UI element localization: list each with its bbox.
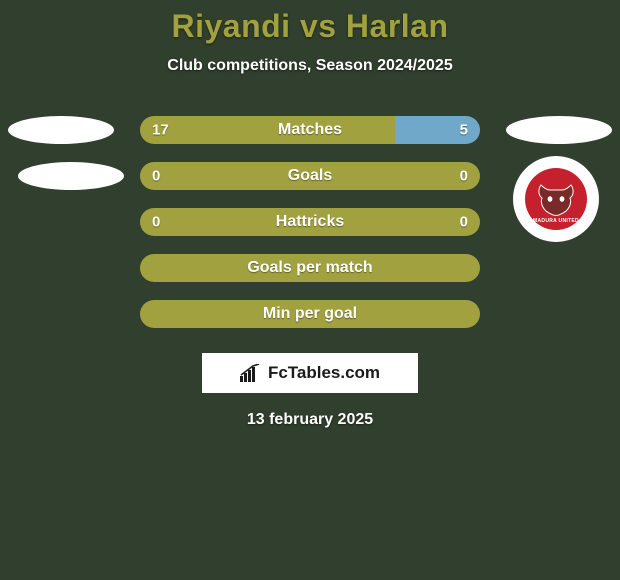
stat-bar: Matches 17 5 — [140, 116, 480, 144]
stat-label: Goals — [288, 167, 332, 185]
stat-bar: Goals per match — [140, 254, 480, 282]
stat-value-right: 0 — [460, 214, 468, 231]
stat-bar-left — [140, 116, 395, 144]
content-wrapper: Riyandi vs Harlan Club competitions, Sea… — [0, 0, 620, 429]
stat-value-right: 5 — [460, 122, 468, 139]
chart-icon — [240, 364, 262, 382]
stat-row: Matches 17 5 — [0, 107, 620, 153]
stat-label: Goals per match — [247, 259, 372, 277]
stat-bar: Min per goal — [140, 300, 480, 328]
stat-label: Matches — [278, 121, 342, 139]
page-title: Riyandi vs Harlan — [0, 8, 620, 45]
stat-label: Hattricks — [276, 213, 344, 231]
date-text: 13 february 2025 — [0, 411, 620, 429]
bull-icon — [535, 181, 577, 217]
brand-text: FcTables.com — [268, 363, 380, 383]
stat-bar: Goals 0 0 — [140, 162, 480, 190]
player-left-ellipse — [18, 162, 124, 190]
stat-row: Goals per match — [0, 245, 620, 291]
stat-row: Min per goal — [0, 291, 620, 337]
stat-value-right: 0 — [460, 168, 468, 185]
stat-bar: Hattricks 0 0 — [140, 208, 480, 236]
stat-value-left: 17 — [152, 122, 169, 139]
team-badge-inner: MADURA UNITED — [525, 168, 587, 230]
player-left-ellipse — [8, 116, 114, 144]
stat-label: Min per goal — [263, 305, 357, 323]
player-right-ellipse — [506, 116, 612, 144]
team-badge: MADURA UNITED — [513, 156, 599, 242]
team-badge-label: MADURA UNITED — [533, 218, 579, 224]
brand-box: FcTables.com — [202, 353, 418, 393]
stat-value-left: 0 — [152, 168, 160, 185]
subtitle: Club competitions, Season 2024/2025 — [0, 57, 620, 75]
stat-value-left: 0 — [152, 214, 160, 231]
